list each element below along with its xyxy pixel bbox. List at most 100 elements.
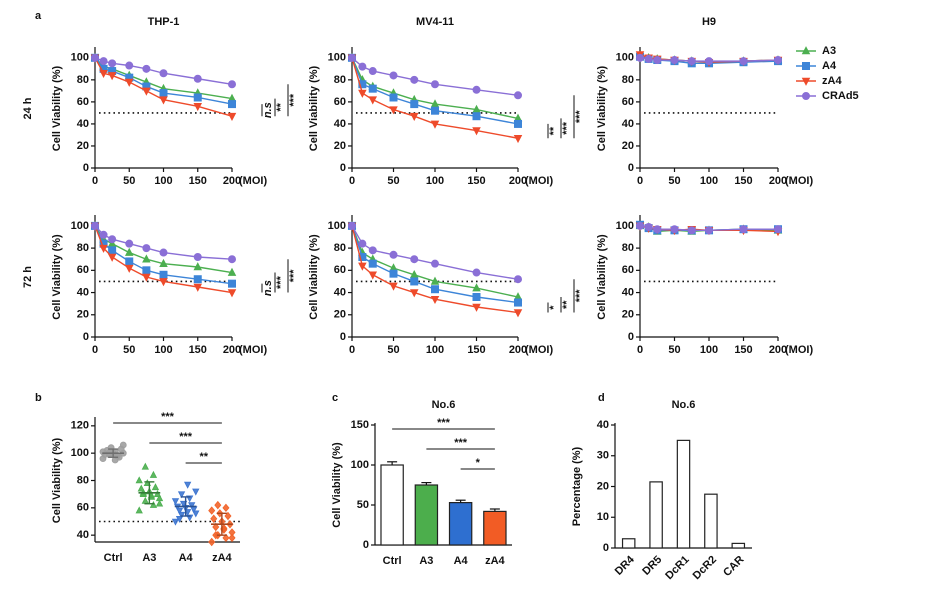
data-point bbox=[159, 278, 168, 287]
x-tick-label: A3 bbox=[142, 552, 156, 564]
significance-label: *** bbox=[288, 93, 300, 107]
data-point bbox=[368, 271, 378, 280]
data-point bbox=[227, 255, 236, 264]
bar bbox=[649, 481, 663, 549]
significance-label: *** bbox=[437, 417, 451, 429]
x-tick-label: 50 bbox=[123, 175, 135, 187]
data-point bbox=[222, 533, 230, 543]
data-point bbox=[430, 285, 439, 294]
data-point bbox=[389, 269, 398, 278]
data-point bbox=[99, 230, 108, 239]
bar bbox=[414, 484, 439, 546]
data-point bbox=[472, 268, 481, 277]
x-tick-label: 150 bbox=[467, 344, 485, 356]
y-tick-label: 40 bbox=[77, 529, 89, 541]
data-point bbox=[151, 483, 160, 491]
y-tick-label: 20 bbox=[77, 309, 89, 321]
data-point bbox=[193, 283, 203, 292]
data-point bbox=[141, 462, 149, 470]
data-point bbox=[389, 71, 398, 80]
x-tick-label: 100 bbox=[154, 175, 172, 187]
significance-label: * bbox=[548, 305, 560, 310]
y-tick-label: 0 bbox=[363, 539, 369, 551]
data-point bbox=[208, 506, 216, 515]
data-point bbox=[91, 53, 100, 62]
y-tick-label: 100 bbox=[616, 52, 634, 64]
x-tick-label: zA4 bbox=[485, 555, 505, 567]
data-point bbox=[159, 96, 168, 105]
data-point bbox=[125, 61, 134, 70]
x-tick-label: A4 bbox=[454, 555, 469, 567]
data-point bbox=[107, 72, 117, 81]
data-point bbox=[430, 276, 440, 285]
y-tick-label: 60 bbox=[77, 264, 89, 276]
significance-label: *** bbox=[179, 431, 193, 443]
y-axis-label: Cell Viability (%) bbox=[308, 234, 320, 320]
data-point bbox=[410, 255, 419, 264]
x-tick-label: 100 bbox=[700, 175, 718, 187]
data-point bbox=[705, 57, 714, 66]
significance-label: *** bbox=[574, 289, 586, 303]
y-tick-label: 50 bbox=[357, 499, 369, 511]
data-point bbox=[142, 273, 151, 282]
y-tick-label: 0 bbox=[603, 542, 609, 554]
data-point bbox=[653, 225, 662, 234]
data-point bbox=[430, 80, 439, 89]
significance-label: *** bbox=[288, 269, 300, 283]
y-axis-label: Cell Viability (%) bbox=[51, 234, 63, 320]
y-tick-label: 80 bbox=[334, 74, 346, 86]
y-tick-label: 80 bbox=[77, 474, 89, 486]
data-point bbox=[193, 252, 202, 261]
x-tick-label: 50 bbox=[123, 344, 135, 356]
legend-label: A4 bbox=[822, 60, 837, 72]
significance-label: *** bbox=[275, 275, 287, 289]
data-point bbox=[358, 89, 367, 98]
data-point bbox=[159, 69, 168, 78]
y-tick-label: 40 bbox=[622, 286, 634, 298]
legend-label: A3 bbox=[822, 45, 836, 57]
data-point bbox=[472, 292, 481, 301]
x-tick-label: 0 bbox=[349, 344, 355, 356]
y-axis-label: Cell Viability (%) bbox=[331, 442, 343, 528]
significance-label: *** bbox=[161, 411, 175, 423]
data-point bbox=[430, 259, 439, 268]
data-point bbox=[171, 498, 180, 506]
data-point bbox=[142, 266, 151, 275]
y-tick-label: 40 bbox=[77, 118, 89, 130]
data-point bbox=[149, 470, 158, 478]
data-point bbox=[142, 254, 151, 263]
data-point bbox=[91, 221, 100, 230]
y-axis-label: Cell Viability (%) bbox=[308, 65, 320, 151]
data-point bbox=[739, 57, 748, 66]
x-axis-label: (MOI) bbox=[525, 175, 553, 187]
y-tick-label: 10 bbox=[597, 511, 609, 523]
row-label: 24 h bbox=[22, 97, 34, 119]
y-tick-label: 0 bbox=[340, 162, 346, 174]
y-tick-label: 20 bbox=[597, 480, 609, 492]
data-point bbox=[368, 84, 377, 93]
data-point bbox=[472, 85, 481, 94]
data-point bbox=[142, 87, 151, 96]
data-point bbox=[99, 69, 108, 79]
data-point bbox=[159, 248, 168, 257]
x-axis-label: (MOI) bbox=[785, 344, 813, 356]
data-point bbox=[135, 506, 143, 514]
data-point bbox=[368, 96, 378, 105]
data-point bbox=[358, 262, 367, 271]
y-tick-label: 0 bbox=[83, 331, 89, 343]
y-axis-label: Cell Viability (%) bbox=[596, 234, 608, 320]
legend-label: CRAd5 bbox=[822, 90, 859, 102]
x-tick-label: 200 bbox=[223, 175, 241, 187]
data-point bbox=[514, 275, 523, 284]
data-point bbox=[153, 490, 162, 497]
y-tick-label: 80 bbox=[622, 74, 634, 86]
data-point bbox=[368, 246, 377, 255]
y-tick-label: 150 bbox=[351, 419, 369, 431]
data-point bbox=[224, 511, 232, 521]
data-point bbox=[228, 533, 236, 543]
x-tick-label: 100 bbox=[426, 175, 444, 187]
data-point bbox=[159, 89, 168, 98]
data-point bbox=[108, 59, 117, 68]
